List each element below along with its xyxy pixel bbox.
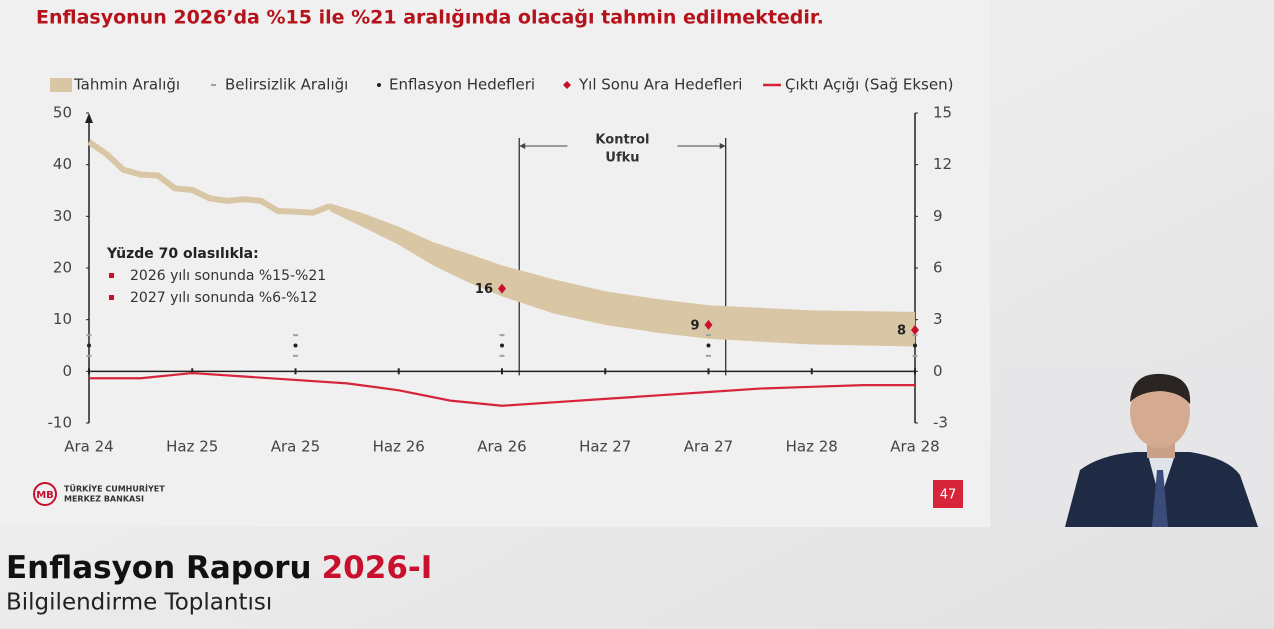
y2-tick-label: 15 [933,104,952,122]
control-horizon-label: Kontrol [595,133,649,148]
annotation-item: 2027 yılı sonunda %6-%12 [130,290,317,306]
target-dot [500,343,504,348]
y2-tick-label: -3 [933,414,948,432]
x-tick-label: Ara 28 [890,438,939,456]
x-tick-label: Ara 26 [477,438,526,456]
interim-target [911,325,919,335]
x-tick-label: Ara 24 [64,438,113,456]
y-tick-label: 30 [53,207,72,225]
annotation-title: Yüzde 70 olasılıkla: [106,246,259,262]
x-tick-label: Ara 27 [684,438,733,456]
y-axis-arrow [85,113,93,123]
history-line [87,139,332,216]
y-tick-label: 0 [62,362,72,380]
logo: MB TÜRKİYE CUMHURİYET MERKEZ BANKASI [33,482,165,506]
interim-target [498,283,506,294]
y-tick-label: 10 [53,310,72,328]
page-badge [933,480,963,508]
y2-tick-label: 6 [933,259,943,277]
slide-title: Enflasyonun 2026’da %15 ile %21 aralığın… [36,7,824,29]
y2-tick-label: 12 [933,155,952,173]
footer-title-main: Enflasyon Raporu [6,550,312,586]
y-tick-label: 50 [53,104,72,122]
y2-tick-label: 9 [933,207,943,225]
interim-target [704,319,713,330]
video-inset [993,362,1272,527]
interim-target-label: 9 [690,318,699,333]
output-gap-line [89,371,915,407]
x-tick-label: Haz 27 [579,438,631,456]
y-tick-label: -10 [48,414,73,432]
chart: -10 0 10 20 30 40 50 -3 0 3 6 9 12 15 Ara 24 Haz 25 Ara … [48,76,954,456]
target-dot [293,343,298,348]
annotation-bullet [109,273,114,278]
legend-swatch [563,81,571,89]
annotation-bullet [109,295,114,300]
arrow-head [719,143,726,149]
forecast-band [329,203,916,347]
target-dot [913,343,917,348]
interim-target-label: 16 [475,282,493,297]
legend-swatch [50,78,72,92]
logo-text: TÜRKİYE CUMHURİYET [64,484,165,494]
legend-label: Tahmin Aralığı [73,76,180,94]
x-tick-label: Haz 25 [166,438,218,456]
legend-label: Belirsizlik Aralığı [225,76,348,94]
y2-tick-label: 3 [933,310,943,328]
interim-target-label: 8 [897,324,906,339]
legend-swatch [377,83,381,87]
arrow-head [519,143,526,149]
legend-label: Enflasyon Hedefleri [389,76,535,94]
footer-edition: 2026-I [322,550,433,586]
x-tick-label: Ara 25 [271,438,320,456]
x-tick-label: Haz 26 [373,438,425,456]
y-tick-label: 40 [53,155,72,173]
target-dot [87,343,91,348]
logo-text: MERKEZ BANKASI [64,495,144,504]
target-dot [706,343,711,348]
legend-label: Yıl Sonu Ara Hedefleri [578,76,742,94]
x-tick-label: Haz 28 [786,438,838,456]
footer-subtitle: Bilgilendirme Toplantısı [6,590,272,616]
footer-title: Enflasyon Raporu 2026-I [6,550,432,586]
page-number: 47 [940,488,957,503]
y2-tick-label: 0 [933,362,943,380]
control-horizon-label: Ufku [605,151,639,166]
svg-text:MB: MB [36,490,54,501]
annotation-item: 2026 yılı sonunda %15-%21 [130,268,326,284]
legend-label: Çıktı Açığı (Sağ Eksen) [785,76,953,94]
y-tick-label: 20 [53,259,72,277]
